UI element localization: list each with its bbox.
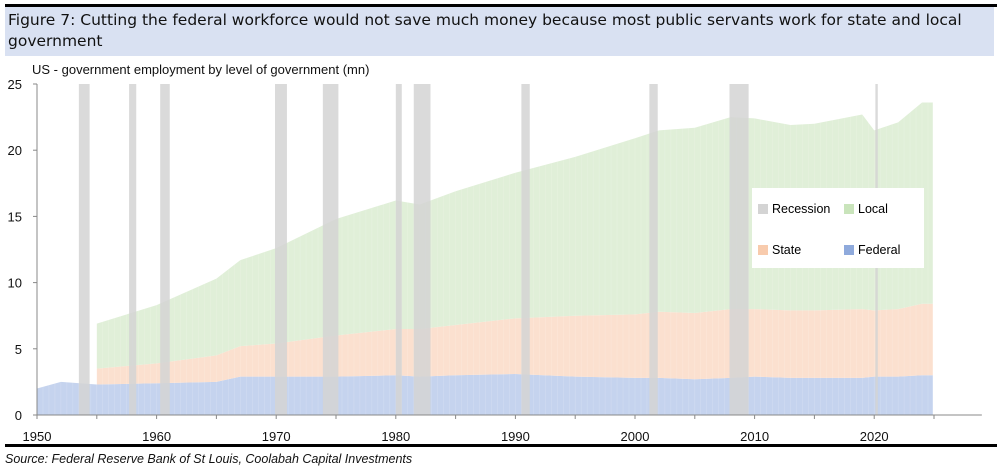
legend-label: Local <box>858 202 888 216</box>
legend-federal: Federal <box>844 243 900 257</box>
x-tick-label: 1980 <box>381 429 410 444</box>
legend-swatch <box>844 245 854 255</box>
x-tick-label: 1970 <box>262 429 291 444</box>
recession-band <box>729 84 749 415</box>
x-tick-label: 1950 <box>23 429 52 444</box>
y-tick-label: 0 <box>15 408 22 423</box>
legend-label: Federal <box>858 243 901 257</box>
area-state <box>96 303 933 385</box>
y-tick-label: 10 <box>8 276 22 291</box>
legend-label: State <box>772 243 802 257</box>
y-tick-label: 15 <box>8 209 22 224</box>
recession-band <box>521 84 530 415</box>
y-tick-label: 25 <box>8 77 22 92</box>
recession-band <box>649 84 658 415</box>
top-rule <box>5 4 997 7</box>
legend-label: Recession <box>772 202 831 216</box>
legend-swatch <box>758 204 768 214</box>
x-tick-label: 2000 <box>621 429 650 444</box>
legend: Recession Local State Federal <box>752 188 924 268</box>
chart-title: US - government employment by level of g… <box>32 62 370 77</box>
x-tick-label: 2010 <box>740 429 769 444</box>
recession-band <box>78 84 90 415</box>
recession-band <box>160 84 170 415</box>
legend-local: Local <box>844 202 888 216</box>
recession-band <box>395 84 402 415</box>
legend-recession: Recession <box>758 202 830 216</box>
recession-band <box>322 84 339 415</box>
legend-state: State <box>758 243 801 257</box>
x-tick-label: 1960 <box>142 429 171 444</box>
y-tick-label: 5 <box>15 342 22 357</box>
legend-swatch <box>844 204 854 214</box>
x-tick-label: 2020 <box>860 429 889 444</box>
legend-swatch <box>758 245 768 255</box>
area-federal <box>37 373 933 415</box>
bottom-rule <box>5 444 997 447</box>
recession-band <box>413 84 431 415</box>
recession-band <box>129 84 137 415</box>
x-tick-label: 1990 <box>501 429 530 444</box>
area-local <box>96 102 933 369</box>
figure-title: Figure 7: Cutting the federal workforce … <box>5 7 994 56</box>
y-tick-label: 20 <box>8 143 22 158</box>
recession-band <box>275 84 287 415</box>
source-note: Source: Federal Reserve Bank of St Louis… <box>5 452 413 466</box>
